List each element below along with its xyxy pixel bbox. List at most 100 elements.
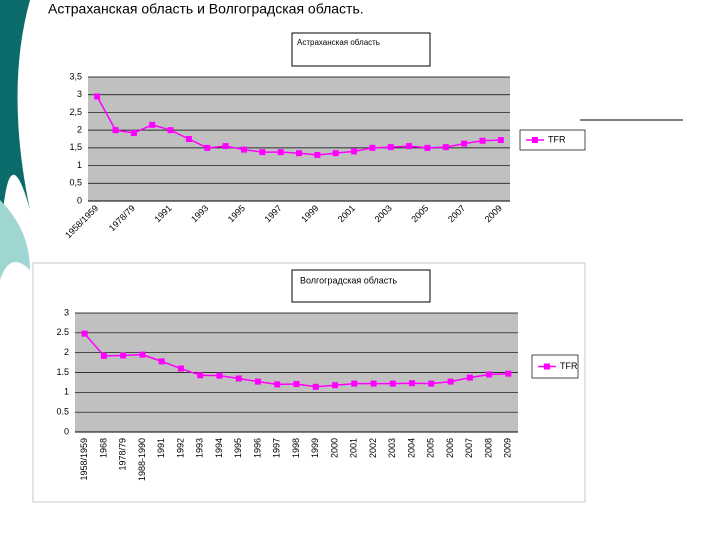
data-point (216, 372, 223, 379)
legend-marker (532, 137, 538, 143)
data-point (296, 150, 302, 157)
x-tick-label: 1978/79 (107, 203, 137, 233)
x-tick-label: 1978/79 (118, 438, 128, 471)
legend-box (519, 129, 586, 151)
decor-band (0, 200, 30, 280)
chart-title: Волгоградская область (300, 275, 397, 285)
x-tick-label: 2005 (426, 438, 436, 458)
data-point (479, 137, 486, 144)
y-tick-label: 2 (64, 347, 69, 357)
x-tick-label: 1993 (189, 203, 210, 224)
data-point (370, 380, 377, 387)
x-tick-label: 2003 (387, 438, 397, 458)
data-point (112, 127, 119, 134)
decor-band (0, 0, 30, 260)
data-point (259, 149, 266, 156)
y-tick-label: 1 (77, 160, 82, 170)
data-point (314, 151, 321, 158)
y-tick-label: 1.5 (56, 367, 69, 377)
data-point (177, 365, 184, 372)
legend-label: TFR (548, 134, 566, 144)
x-tick-label: 1996 (252, 438, 262, 458)
x-tick-label: 1999 (299, 203, 320, 224)
data-point (447, 378, 454, 385)
data-point (277, 149, 284, 156)
chart-title: Астраханская область (297, 38, 380, 47)
data-point (424, 144, 431, 151)
x-tick-label: 2008 (483, 438, 493, 458)
data-point (100, 352, 107, 359)
data-point (94, 93, 101, 100)
y-tick-label: 0 (64, 426, 69, 436)
data-point (158, 358, 165, 365)
x-tick-label: 2009 (503, 438, 513, 458)
data-point (274, 381, 281, 388)
data-point (406, 143, 413, 150)
y-tick-label: 2,5 (69, 107, 82, 117)
x-tick-label: 2005 (409, 203, 430, 224)
y-tick-label: 0.5 (56, 407, 69, 417)
data-point (428, 380, 435, 387)
data-point (389, 380, 396, 387)
data-point (149, 121, 156, 128)
y-tick-label: 0,5 (69, 178, 82, 188)
data-point (81, 330, 88, 337)
x-tick-label: 1991 (156, 438, 166, 458)
y-tick-label: 0 (77, 195, 82, 205)
x-tick-label: 2004 (406, 438, 416, 458)
data-point (185, 136, 192, 142)
x-tick-label: 2001 (336, 203, 357, 224)
x-tick-label: 2003 (373, 203, 394, 224)
x-tick-label: 1992 (175, 438, 185, 458)
data-point (120, 352, 127, 359)
data-point (369, 144, 376, 151)
chart-title-box (291, 269, 431, 303)
data-point (222, 143, 229, 150)
x-tick-label: 1958/1959 (79, 438, 89, 481)
x-tick-label: 1994 (214, 438, 224, 458)
y-tick-label: 3 (64, 307, 69, 317)
data-point (505, 370, 512, 377)
x-tick-label: 1995 (233, 438, 243, 458)
x-tick-label: 1958/1959 (63, 203, 100, 240)
data-point (197, 372, 204, 379)
plot-area (88, 77, 510, 201)
x-tick-label: 2002 (368, 438, 378, 458)
legend-marker (544, 363, 550, 370)
data-point (204, 144, 211, 151)
data-point (497, 137, 504, 144)
y-tick-label: 3,5 (69, 71, 82, 81)
data-point (332, 382, 339, 389)
data-point (486, 371, 493, 378)
legend-label: TFR (560, 361, 578, 371)
y-tick-label: 2.5 (56, 327, 69, 337)
x-tick-label: 1998 (291, 438, 301, 458)
y-tick-label: 1,5 (69, 142, 82, 152)
x-tick-label: 1968 (98, 438, 108, 458)
data-point (409, 380, 416, 387)
x-tick-label: 2009 (483, 203, 504, 224)
x-tick-label: 1997 (263, 203, 284, 224)
x-tick-label: 1988-1990 (137, 438, 147, 481)
data-point (130, 129, 137, 136)
data-point (167, 127, 174, 134)
y-tick-label: 1 (64, 387, 69, 397)
x-tick-label: 2001 (349, 438, 359, 458)
x-tick-label: 2007 (446, 203, 467, 224)
data-point (293, 381, 300, 388)
slide-title: Астраханская область и Волгоградская обл… (48, 1, 364, 17)
data-point (461, 140, 468, 147)
data-point (466, 374, 473, 381)
data-point (351, 380, 358, 387)
data-point (139, 351, 146, 358)
x-tick-label: 1995 (226, 203, 247, 224)
data-point (442, 144, 449, 151)
x-tick-label: 2006 (445, 438, 455, 458)
x-tick-label: 1993 (195, 438, 205, 458)
data-point (312, 383, 319, 390)
x-tick-label: 2007 (464, 438, 474, 458)
data-point (332, 150, 339, 157)
x-tick-label: 1997 (272, 438, 282, 458)
data-point (240, 146, 247, 153)
